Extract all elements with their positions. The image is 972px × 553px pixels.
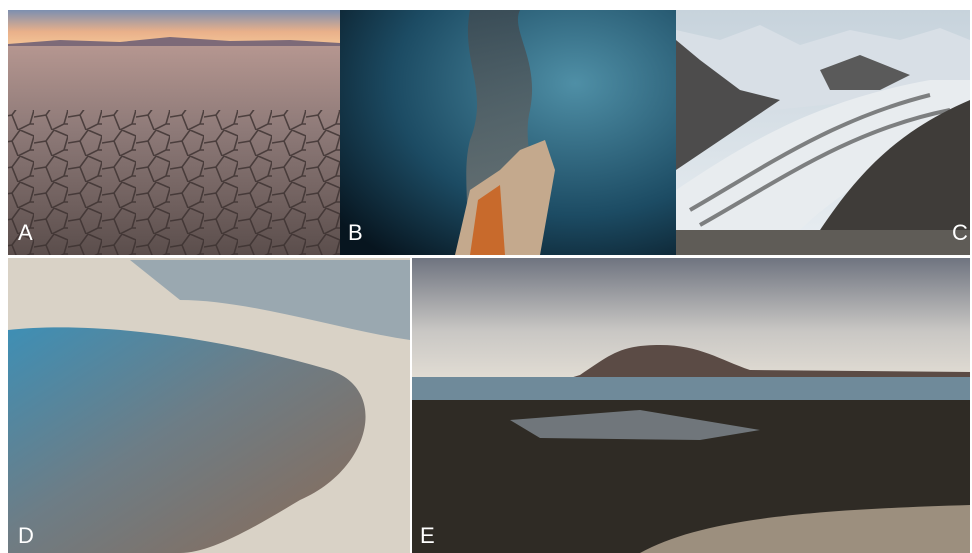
mountains <box>8 37 340 48</box>
panel-label: B <box>348 220 363 245</box>
island <box>570 345 970 378</box>
panel-label: D <box>18 523 34 548</box>
chimney-rust <box>470 185 505 255</box>
panel-d: D <box>8 258 410 553</box>
panel-label: C <box>952 220 968 245</box>
panel-label: E <box>420 523 435 548</box>
foreground <box>676 230 970 255</box>
mountain-right <box>820 100 970 230</box>
panel-a: A <box>8 10 340 255</box>
tide-pool <box>510 410 760 440</box>
runoff <box>130 260 410 340</box>
mountain-mid <box>820 55 910 90</box>
panel-b: B <box>340 10 676 255</box>
panel-e: E <box>412 258 970 553</box>
moraine <box>689 93 951 227</box>
mountain-left <box>676 40 780 170</box>
sea <box>412 377 970 402</box>
cracks <box>8 110 340 255</box>
panel-label: A <box>18 220 33 245</box>
panel-c: C <box>676 10 970 255</box>
sand <box>640 505 970 553</box>
glacier <box>676 80 970 245</box>
pool <box>8 327 366 553</box>
